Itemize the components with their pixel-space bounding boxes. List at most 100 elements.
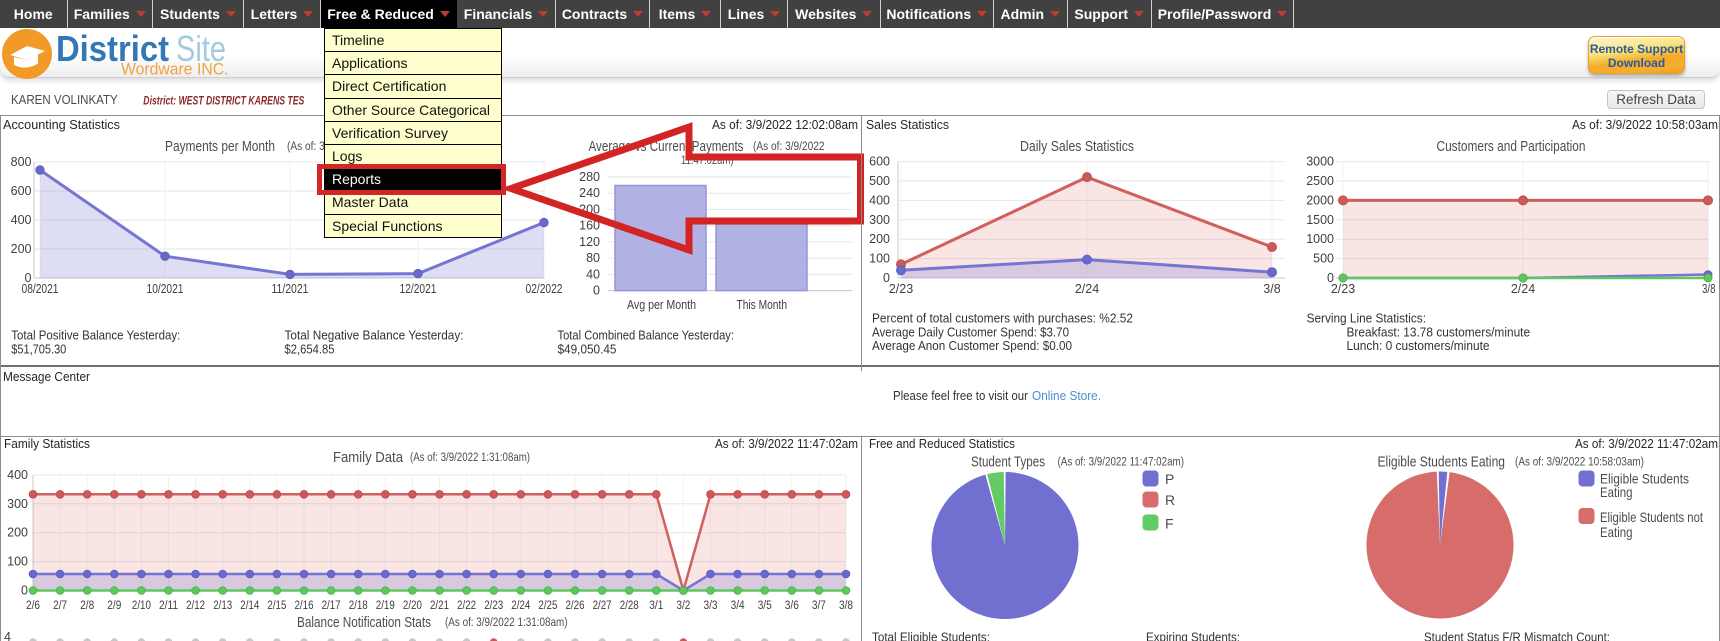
svg-text:Site: Site [176, 28, 226, 69]
svg-text:02/2022: 02/2022 [526, 282, 563, 296]
svg-text:3/2: 3/2 [676, 600, 690, 612]
svg-text:0: 0 [21, 584, 28, 598]
svg-text:11:47:02am): 11:47:02am) [681, 155, 734, 167]
svg-text:P: P [1165, 471, 1174, 487]
svg-text:40: 40 [586, 267, 600, 281]
svg-text:Total Positive Balance Yesterd: Total Positive Balance Yesterday: [11, 328, 180, 343]
svg-text:(As of: 3/9/2022 10:58:03am): (As of: 3/9/2022 10:58:03am) [1515, 457, 1644, 469]
svg-text:2/13: 2/13 [213, 600, 232, 612]
svg-text:3/4: 3/4 [731, 600, 746, 612]
svg-text:2/7: 2/7 [53, 600, 67, 612]
svg-text:Average Daily Customer Spend:: Average Daily Customer Spend: $3.70 [872, 324, 1069, 339]
svg-text:Payments per Month: Payments per Month [165, 139, 275, 155]
svg-text:$2,654.85: $2,654.85 [285, 342, 335, 357]
svg-text:0: 0 [883, 271, 890, 285]
svg-text:(As of: 3/9/2022 11:47:02am): (As of: 3/9/2022 11:47:02am) [1058, 457, 1185, 469]
svg-text:Average Anon Customer Spend: $: Average Anon Customer Spend: $0.00 [872, 338, 1072, 353]
svg-text:Daily Sales Statistics: Daily Sales Statistics [1020, 139, 1134, 155]
svg-text:2/8: 2/8 [80, 600, 94, 612]
svg-text:200: 200 [7, 526, 28, 540]
svg-text:Free and Reduced Statistics: Free and Reduced Statistics [869, 436, 1015, 451]
svg-text:0: 0 [25, 271, 32, 285]
svg-text:100: 100 [7, 555, 28, 569]
svg-text:400: 400 [11, 213, 32, 227]
svg-text:Average vs Current Payments: Average vs Current Payments [589, 139, 744, 155]
svg-text:280: 280 [579, 170, 600, 184]
svg-text:2000: 2000 [1306, 193, 1334, 207]
svg-text:10/2021: 10/2021 [147, 282, 184, 296]
svg-text:KAREN VOLINKATY: KAREN VOLINKATY [11, 93, 118, 107]
svg-text:0: 0 [593, 284, 600, 298]
svg-text:2/19: 2/19 [376, 600, 395, 612]
svg-text:2/24: 2/24 [1511, 282, 1535, 296]
svg-text:Family Data: Family Data [333, 450, 404, 466]
svg-text:600: 600 [11, 184, 32, 198]
svg-text:District: WEST DISTRICT KARENS: District: WEST DISTRICT KARENS TES [143, 95, 304, 107]
svg-text:Percent of total customers wit: Percent of total customers with purchase… [872, 311, 1133, 326]
svg-text:2/18: 2/18 [349, 600, 368, 612]
svg-text:Total Negative Balance Yesterd: Total Negative Balance Yesterday: [285, 328, 464, 343]
svg-text:This Month: This Month [737, 297, 788, 312]
svg-text:As of: 3/9/2022 11:47:02am: As of: 3/9/2022 11:47:02am [1575, 436, 1718, 451]
svg-text:0: 0 [1327, 271, 1334, 285]
svg-text:2/27: 2/27 [593, 600, 612, 612]
svg-text:As of: 3/9/2022 12:02:08am: As of: 3/9/2022 12:02:08am [712, 117, 858, 132]
svg-text:3/8: 3/8 [839, 600, 853, 612]
svg-text:11/2021: 11/2021 [272, 282, 309, 296]
svg-text:Online Store.: Online Store. [1032, 388, 1101, 403]
svg-text:2/14: 2/14 [240, 600, 260, 612]
svg-text:Lunch: 0 customers/minute: Lunch: 0 customers/minute [1347, 338, 1490, 353]
svg-text:2/9: 2/9 [107, 600, 121, 612]
svg-text:3000: 3000 [1306, 155, 1334, 169]
svg-text:2/25: 2/25 [538, 600, 557, 612]
svg-text:Accounting Statistics: Accounting Statistics [3, 117, 120, 132]
svg-text:2/26: 2/26 [566, 600, 585, 612]
svg-text:2/17: 2/17 [322, 600, 341, 612]
svg-text:Eligible Students Eating: Eligible Students Eating [1378, 455, 1506, 471]
svg-text:100: 100 [869, 252, 890, 266]
svg-text:120: 120 [579, 235, 600, 249]
svg-text:Expiring Students:: Expiring Students: [1146, 630, 1240, 641]
svg-text:2/6: 2/6 [26, 600, 40, 612]
svg-text:600: 600 [869, 155, 890, 169]
svg-text:08/2021: 08/2021 [22, 282, 59, 296]
svg-text:Balance Notification Stats: Balance Notification Stats [297, 615, 431, 631]
svg-text:2/22: 2/22 [457, 600, 476, 612]
svg-text:District: District [56, 28, 169, 69]
svg-text:Wordware INC.: Wordware INC. [121, 61, 229, 79]
svg-text:3/8: 3/8 [1263, 282, 1280, 296]
svg-text:3/3: 3/3 [704, 600, 718, 612]
svg-text:3/6: 3/6 [785, 600, 799, 612]
svg-text:300: 300 [869, 213, 890, 227]
svg-text:Student Status F/R Mismatch Co: Student Status F/R Mismatch Count: [1424, 630, 1610, 641]
svg-text:As of: 3/9/2022 11:47:02am: As of: 3/9/2022 11:47:02am [715, 436, 858, 451]
svg-text:F: F [1165, 516, 1174, 532]
svg-text:200: 200 [579, 202, 600, 216]
svg-text:80: 80 [586, 251, 600, 265]
svg-text:2/28: 2/28 [620, 600, 639, 612]
svg-text:2/10: 2/10 [132, 600, 151, 612]
svg-text:200: 200 [869, 232, 890, 246]
svg-text:4: 4 [4, 630, 11, 641]
svg-text:2/23: 2/23 [889, 282, 913, 296]
svg-text:As of: 3/9/2022 10:58:03am: As of: 3/9/2022 10:58:03am [1572, 117, 1718, 132]
svg-text:800: 800 [11, 155, 32, 169]
svg-text:Eating: Eating [1600, 524, 1633, 540]
svg-text:2/23: 2/23 [484, 600, 503, 612]
svg-text:Eligible Students: Eligible Students [1600, 471, 1689, 487]
svg-text:Eligible Students not: Eligible Students not [1600, 509, 1703, 525]
svg-text:3/7: 3/7 [812, 600, 826, 612]
svg-text:Family Statistics: Family Statistics [4, 436, 90, 451]
svg-text:Customers and Participation: Customers and Participation [1437, 139, 1586, 155]
svg-text:2/24: 2/24 [511, 600, 531, 612]
svg-text:$49,050.45: $49,050.45 [558, 342, 617, 357]
svg-text:500: 500 [869, 174, 890, 188]
svg-text:2/11: 2/11 [159, 600, 178, 612]
svg-text:R: R [1165, 492, 1175, 508]
svg-text:3/1: 3/1 [649, 600, 663, 612]
svg-text:500: 500 [1313, 252, 1334, 266]
svg-text:$51,705.30: $51,705.30 [11, 342, 66, 357]
svg-text:2/12: 2/12 [186, 600, 205, 612]
svg-text:Sales Statistics: Sales Statistics [866, 117, 949, 132]
svg-text:(As of: 3/9/2022 1:31:08am): (As of: 3/9/2022 1:31:08am) [410, 452, 530, 464]
